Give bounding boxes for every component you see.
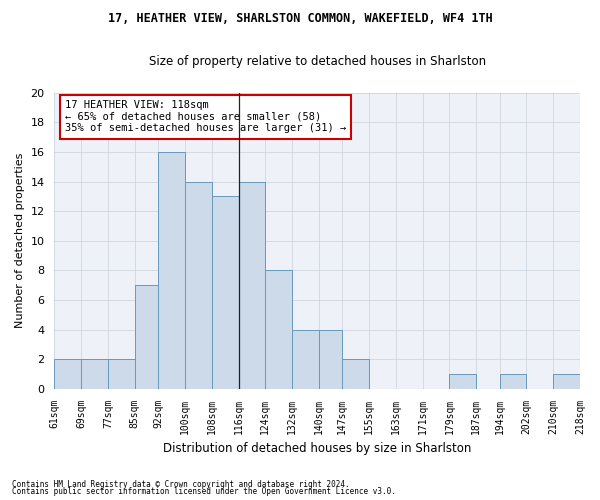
Bar	[55, 359, 81, 388]
Bar	[108, 359, 135, 388]
Bar	[449, 374, 476, 388]
Y-axis label: Number of detached properties: Number of detached properties	[15, 153, 25, 328]
Bar	[239, 182, 265, 388]
Bar	[81, 359, 108, 388]
Bar	[265, 270, 292, 388]
Text: Contains public sector information licensed under the Open Government Licence v3: Contains public sector information licen…	[12, 487, 396, 496]
Bar	[343, 359, 369, 388]
Bar	[292, 330, 319, 388]
Bar	[553, 374, 580, 388]
Text: 17, HEATHER VIEW, SHARLSTON COMMON, WAKEFIELD, WF4 1TH: 17, HEATHER VIEW, SHARLSTON COMMON, WAKE…	[107, 12, 493, 26]
Bar	[158, 152, 185, 388]
Bar	[135, 285, 158, 389]
X-axis label: Distribution of detached houses by size in Sharlston: Distribution of detached houses by size …	[163, 442, 472, 455]
Text: 17 HEATHER VIEW: 118sqm
← 65% of detached houses are smaller (58)
35% of semi-de: 17 HEATHER VIEW: 118sqm ← 65% of detache…	[65, 100, 346, 134]
Bar	[185, 182, 212, 388]
Bar	[500, 374, 526, 388]
Title: Size of property relative to detached houses in Sharlston: Size of property relative to detached ho…	[149, 55, 486, 68]
Bar	[319, 330, 343, 388]
Bar	[212, 196, 239, 388]
Text: Contains HM Land Registry data © Crown copyright and database right 2024.: Contains HM Land Registry data © Crown c…	[12, 480, 350, 489]
